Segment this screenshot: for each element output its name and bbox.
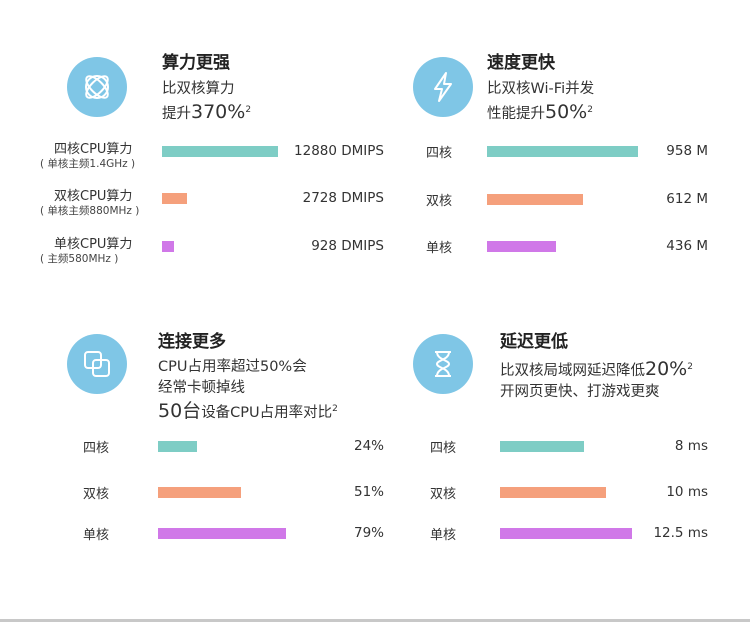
bar-quad [162, 146, 278, 157]
bar-value: 10 ms [666, 484, 708, 500]
bar-label: 单核 [83, 528, 110, 543]
panel3-sub-line2: 经常卡顿掉线 [158, 380, 245, 396]
panel2-sub-line1: 比双核Wi-Fi并发 [487, 81, 595, 97]
bar-value: 12.5 ms [653, 525, 708, 541]
bottom-divider [0, 619, 750, 622]
bar-label: 单核 [426, 241, 453, 256]
bar-label: 四核 [83, 441, 110, 456]
panel4-title: 延迟更低 [500, 332, 568, 352]
bar-value: 612 M [666, 191, 708, 207]
bar-dual [162, 193, 187, 204]
bar-value: 12880 DMIPS [294, 143, 384, 159]
bar-sublabel: ( 单核主频880MHz ) [40, 205, 140, 217]
bar-label: 双核CPU算力 [54, 189, 133, 204]
bar-label: 四核CPU算力 [54, 142, 133, 157]
bar-sublabel: ( 单核主频1.4GHz ) [40, 158, 136, 170]
panel2-sub-line2: 性能提升50%2 [487, 100, 593, 123]
bar-label: 单核CPU算力 [54, 237, 133, 252]
bar-value: 51% [353, 484, 384, 500]
atom-icon [67, 57, 127, 117]
panel2-subtitle: 比双核Wi-Fi并发 性能提升50%2 [487, 79, 594, 125]
bar-value: 436 M [666, 238, 708, 254]
panel4-subtitle: 比双核局域网延迟降低20%2 开网页更快、打游戏更爽 [500, 357, 693, 403]
bar-value: 8 ms [674, 438, 708, 454]
bar-value: 958 M [666, 143, 708, 159]
bar-label: 四核 [430, 441, 457, 456]
bar-single [162, 241, 174, 252]
bar-label: 四核 [426, 146, 453, 161]
panel4-sub-line1: 比双核局域网延迟降低20%2 [500, 357, 693, 380]
bar-quad [487, 146, 638, 157]
hourglass-icon [413, 334, 473, 394]
bar-label: 双核 [83, 487, 110, 502]
bar-quad [158, 441, 197, 452]
panel3-subtitle: CPU占用率超过50%会 经常卡顿掉线 50台设备CPU占用率对比2 [158, 357, 338, 424]
bar-dual [158, 487, 241, 498]
lightning-icon [413, 57, 473, 117]
bar-value: 79% [353, 525, 384, 541]
bar-label: 双核 [426, 194, 453, 209]
panel3-title: 连接更多 [158, 332, 226, 352]
panel4-sub-line2: 开网页更快、打游戏更爽 [500, 383, 660, 400]
panel3-sub-line3: 50台设备CPU占用率对比2 [158, 399, 338, 422]
panel3-sub-line1: CPU占用率超过50%会 [158, 359, 307, 375]
bar-sublabel: ( 主频580MHz ) [40, 253, 119, 265]
bar-value: 2728 DMIPS [302, 190, 384, 206]
bar-label: 单核 [430, 528, 457, 543]
bar-dual [487, 194, 583, 205]
overlap-squares-icon [67, 334, 127, 394]
bar-value: 928 DMIPS [311, 238, 384, 254]
bar-single [500, 528, 632, 539]
bar-value: 24% [353, 438, 384, 454]
panel1-title: 算力更强 [162, 53, 230, 73]
bar-single [487, 241, 556, 252]
bar-label: 双核 [430, 487, 457, 502]
bar-quad [500, 441, 584, 452]
panel1-sub-line2: 提升370%2 [162, 100, 252, 123]
panel1-sub-line1: 比双核算力 [162, 81, 235, 97]
panel1-subtitle: 比双核算力 提升370%2 [162, 79, 251, 125]
bar-dual [500, 487, 606, 498]
bar-single [158, 528, 286, 539]
panel2-title: 速度更快 [487, 53, 555, 73]
